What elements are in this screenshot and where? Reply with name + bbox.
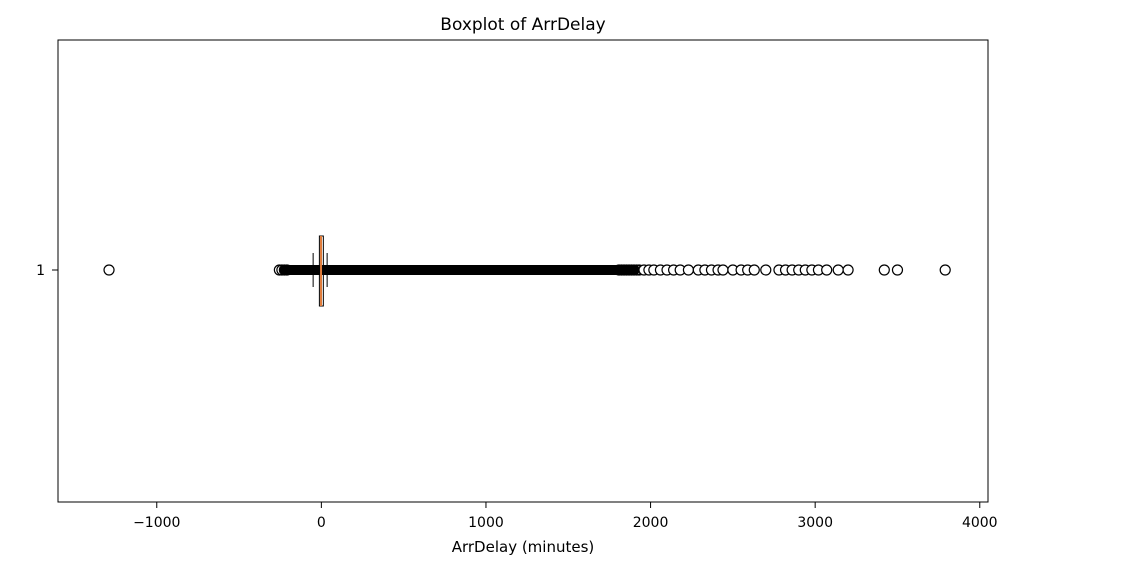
outlier-point	[748, 264, 760, 276]
box-group	[312, 235, 328, 307]
outlier-point	[821, 264, 833, 276]
x-axis-label: ArrDelay (minutes)	[452, 538, 595, 556]
outlier-point	[939, 264, 951, 276]
x-axis-ticks: −1000 0 1000 2000 3000 4000	[133, 502, 998, 531]
outlier-point	[103, 264, 115, 276]
outlier-points	[103, 264, 951, 276]
x-tick-label: 2000	[633, 515, 669, 531]
outlier-point	[682, 264, 695, 276]
outlier-point	[878, 264, 890, 276]
outlier-point	[842, 264, 854, 276]
chart-title: Boxplot of ArrDelay	[440, 15, 605, 35]
dense-outlier-band	[273, 264, 645, 276]
outlier-point	[760, 264, 772, 276]
y-tick-label: 1	[36, 263, 45, 279]
x-tick-label: 1000	[468, 515, 504, 531]
x-tick-label: 3000	[797, 515, 833, 531]
x-tick-label: 0	[317, 515, 326, 531]
outlier-point	[717, 264, 729, 276]
x-tick-label: 4000	[962, 515, 998, 531]
x-tick-label: −1000	[133, 515, 180, 531]
plot-area-frame	[57, 39, 989, 503]
outlier-point	[891, 264, 904, 276]
outlier-point	[832, 264, 844, 276]
dense-outlier-fill	[279, 265, 640, 275]
y-axis-ticks: 1	[36, 263, 58, 279]
outlier-marker	[281, 264, 293, 276]
